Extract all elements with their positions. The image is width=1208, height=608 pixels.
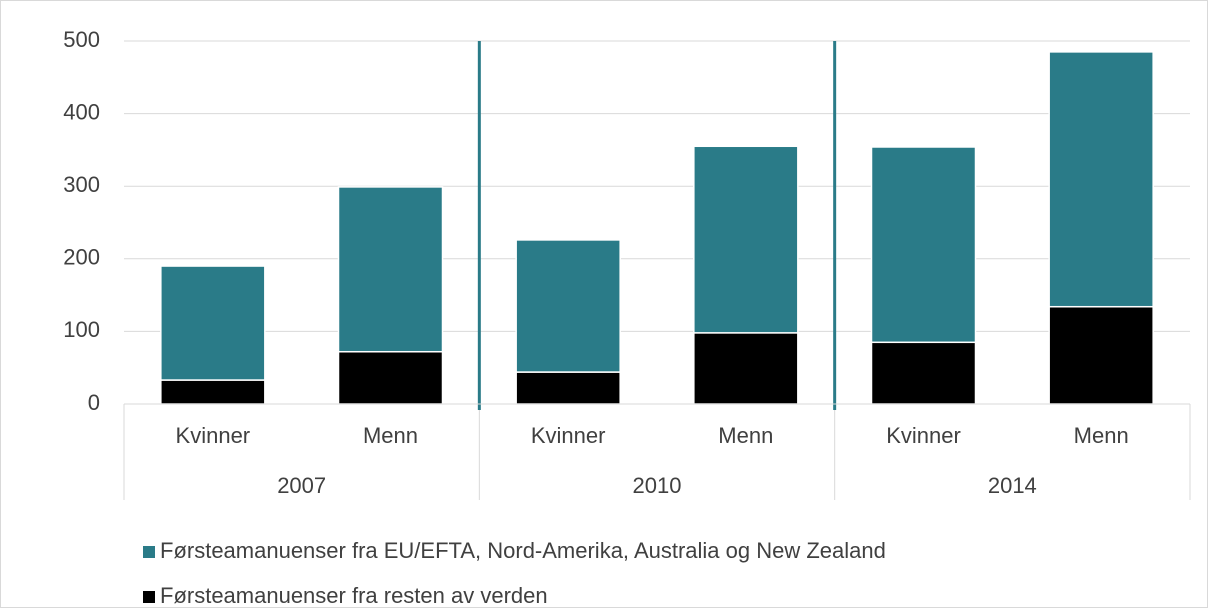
y-tick-label: 500 (63, 27, 100, 52)
legend-label: Førsteamanuenser fra EU/EFTA, Nord-Ameri… (160, 538, 886, 563)
y-tick-label: 100 (63, 317, 100, 342)
bar-segment (160, 379, 266, 405)
bar-segment (1048, 305, 1154, 405)
bar-segment (515, 239, 621, 373)
bar-segment (870, 341, 977, 405)
bar-segment (693, 332, 799, 405)
x-tick-label: Menn (363, 423, 418, 448)
bar-segment (693, 145, 799, 334)
y-tick-label: 400 (63, 99, 100, 124)
bar-segment (515, 371, 621, 405)
y-tick-label: 200 (63, 245, 100, 270)
legend-swatch (143, 591, 155, 603)
bar-segment (337, 350, 444, 405)
x-tick-label: Menn (1074, 423, 1129, 448)
bar-segment (1048, 51, 1154, 308)
x-tick-label: Kvinner (176, 423, 251, 448)
bar-segment (337, 186, 444, 353)
x-tick-label: Kvinner (531, 423, 606, 448)
bar-segment (870, 146, 977, 344)
legend-label: Førsteamanuenser fra resten av verden (160, 583, 548, 608)
group-label: 2007 (277, 473, 326, 498)
y-tick-label: 0 (88, 390, 100, 415)
group-label: 2010 (633, 473, 682, 498)
bar-segment (160, 265, 266, 381)
legend-swatch (143, 546, 155, 558)
group-label: 2014 (988, 473, 1037, 498)
y-tick-label: 300 (63, 172, 100, 197)
x-tick-label: Menn (718, 423, 773, 448)
x-tick-label: Kvinner (886, 423, 961, 448)
